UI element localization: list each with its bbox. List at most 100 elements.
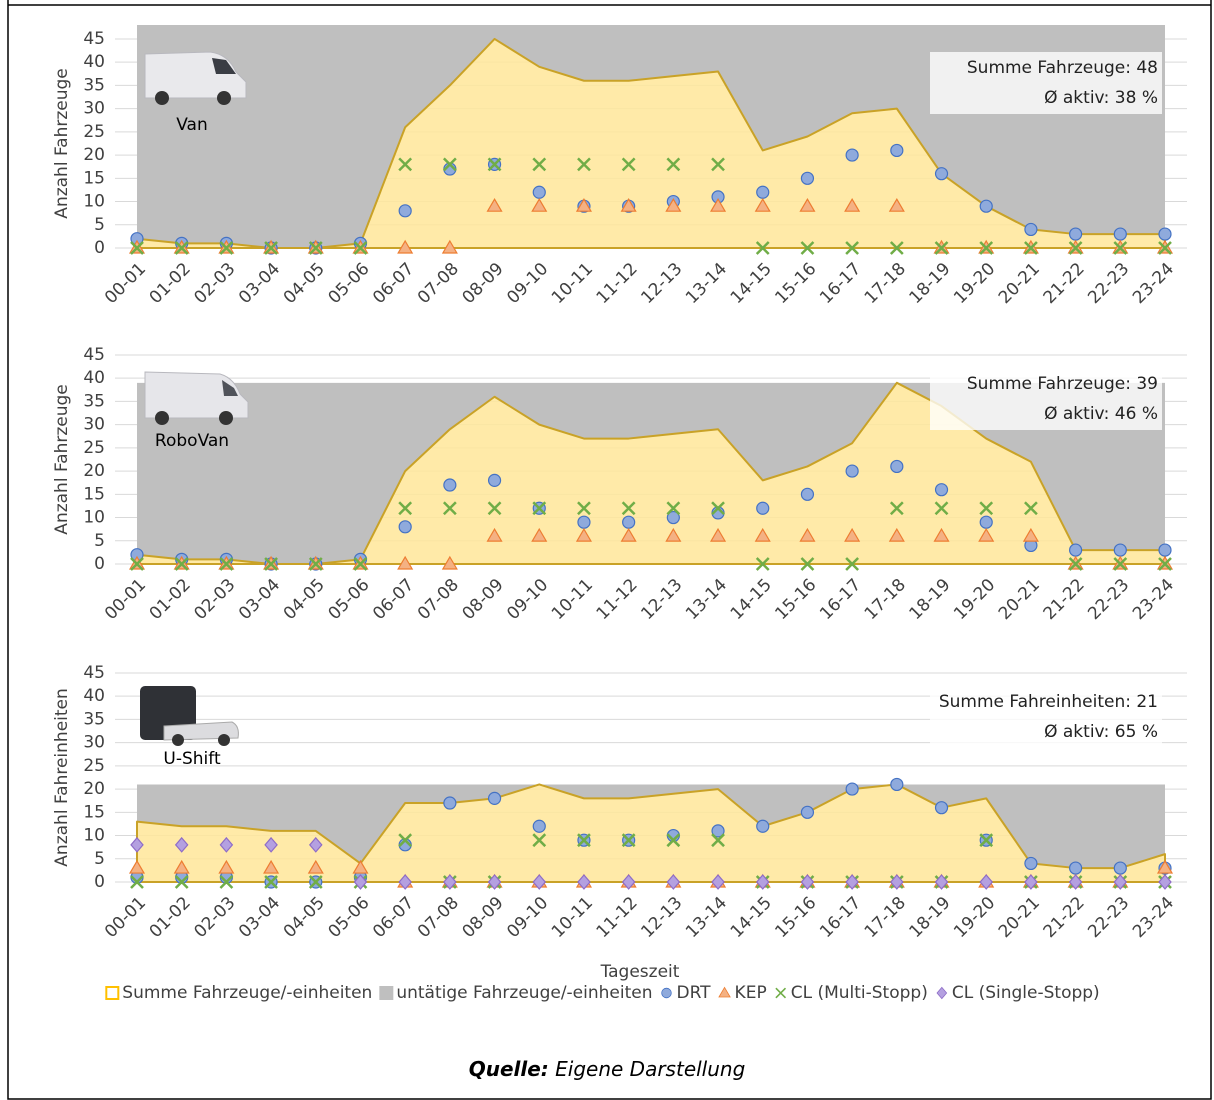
marker-circle bbox=[532, 185, 546, 199]
y-axis-label: Anzahl Fahreinheiten bbox=[52, 688, 72, 866]
y-tick-label: 20 bbox=[83, 145, 105, 165]
x-tick-label: 09-10 bbox=[503, 259, 552, 308]
vehicle-label: Van bbox=[176, 115, 208, 135]
u-shift-icon bbox=[140, 686, 239, 746]
marker-diamond bbox=[845, 874, 859, 890]
x-tick-label: 03-04 bbox=[235, 893, 284, 942]
marker-x bbox=[1024, 501, 1038, 516]
x-tick-label: 15-16 bbox=[771, 259, 820, 308]
y-tick-label: 15 bbox=[83, 168, 105, 188]
marker-x bbox=[800, 557, 815, 571]
y-tick-label: 20 bbox=[83, 779, 105, 799]
marker-triangle bbox=[978, 527, 995, 542]
x-tick-label: 15-16 bbox=[771, 575, 820, 624]
y-axis-label: Anzahl Fahrzeuge bbox=[52, 68, 72, 218]
marker-x bbox=[1068, 241, 1083, 255]
y-tick-label: 20 bbox=[83, 461, 105, 481]
marker-triangle bbox=[888, 197, 905, 212]
marker-circle bbox=[890, 459, 904, 474]
marker-circle bbox=[487, 791, 502, 805]
x-tick-label: 05-06 bbox=[324, 575, 373, 624]
marker-triangle bbox=[709, 197, 727, 212]
marker-triangle bbox=[709, 527, 727, 542]
marker-x bbox=[264, 557, 278, 571]
x-tick-label: 03-04 bbox=[235, 259, 284, 308]
marker-x bbox=[264, 875, 278, 889]
y-tick-label: 30 bbox=[83, 99, 105, 119]
marker-x bbox=[621, 501, 636, 516]
legend-item: Summe Fahrzeuge/-einheiten bbox=[105, 983, 372, 1003]
x-tick-label: 13-14 bbox=[682, 575, 731, 624]
marker-x bbox=[1113, 241, 1128, 255]
marker-circle bbox=[1069, 227, 1083, 241]
marker-circle bbox=[890, 777, 904, 792]
legend-label: CL (Multi-Stopp) bbox=[791, 983, 928, 1003]
y-tick-label: 25 bbox=[83, 756, 105, 776]
marker-triangle bbox=[620, 527, 637, 542]
marker-triangle bbox=[754, 527, 771, 542]
x-tick-label: 04-05 bbox=[280, 893, 329, 942]
x-tick-label: 14-15 bbox=[727, 893, 776, 942]
x-tick-label: 20-21 bbox=[995, 259, 1044, 308]
marker-circle bbox=[398, 204, 412, 218]
x-tick-label: 11-12 bbox=[593, 893, 642, 942]
marker-triangle bbox=[844, 197, 861, 212]
x-tick-label: 11-12 bbox=[593, 575, 642, 624]
x-tick-label: 18-19 bbox=[906, 575, 955, 624]
marker-x bbox=[666, 501, 681, 516]
x-tick-label: 21-22 bbox=[1040, 259, 1089, 308]
marker-triangle bbox=[397, 239, 414, 254]
marker-x bbox=[979, 501, 994, 516]
x-tick-label: 19-20 bbox=[950, 575, 999, 624]
marker-diamond bbox=[130, 836, 144, 853]
marker-diamond bbox=[800, 874, 815, 890]
x-tick-label: 00-01 bbox=[101, 575, 150, 624]
info-text: Ø aktiv: 65 % bbox=[1044, 722, 1158, 742]
marker-diamond bbox=[621, 874, 636, 890]
y-tick-label: 30 bbox=[83, 733, 105, 753]
marker-triangle bbox=[352, 859, 369, 874]
y-tick-label: 5 bbox=[94, 531, 105, 551]
marker-x bbox=[219, 875, 234, 889]
marker-x bbox=[264, 241, 278, 255]
total-area bbox=[136, 381, 1166, 565]
marker-x bbox=[621, 157, 636, 172]
marker-circle bbox=[979, 199, 993, 213]
marker-triangle bbox=[486, 527, 503, 542]
x-tick-label: 13-14 bbox=[682, 893, 731, 942]
marker-circle bbox=[845, 148, 859, 162]
x-tick-label: 03-04 bbox=[235, 575, 284, 624]
marker-diamond bbox=[353, 874, 368, 890]
marker-diamond bbox=[577, 874, 591, 890]
marker-x bbox=[889, 501, 904, 516]
x-tick-label: 05-06 bbox=[324, 259, 373, 308]
marker-triangle bbox=[620, 197, 637, 212]
marker-circle bbox=[979, 515, 993, 529]
vehicle-label: RoboVan bbox=[155, 431, 229, 451]
marker-x bbox=[1158, 241, 1172, 255]
marker-x bbox=[398, 833, 413, 848]
marker-circle bbox=[756, 501, 770, 515]
legend-marker bbox=[661, 987, 672, 999]
marker-x bbox=[174, 557, 189, 571]
x-tick-label: 23-24 bbox=[1129, 259, 1178, 308]
x-tick-label: 16-17 bbox=[816, 575, 865, 624]
legend-label: Summe Fahrzeuge/-einheiten bbox=[122, 983, 372, 1003]
source-label: Quelle: bbox=[469, 1057, 549, 1081]
x-tick-label: 08-09 bbox=[459, 893, 508, 942]
info-box bbox=[930, 686, 1162, 748]
x-tick-label: 10-11 bbox=[548, 259, 597, 308]
y-tick-label: 40 bbox=[83, 52, 105, 72]
y-tick-label: 0 bbox=[94, 238, 105, 258]
marker-circle bbox=[1069, 861, 1083, 875]
marker-circle bbox=[845, 464, 859, 478]
marker-circle bbox=[1024, 222, 1038, 237]
marker-x bbox=[577, 833, 591, 848]
x-tick-label: 08-09 bbox=[459, 259, 508, 308]
marker-x bbox=[934, 501, 949, 516]
x-tick-label: 10-11 bbox=[548, 893, 597, 942]
marker-x bbox=[1024, 241, 1038, 255]
marker-x bbox=[711, 501, 725, 516]
marker-circle bbox=[756, 185, 770, 199]
marker-x bbox=[532, 501, 547, 516]
